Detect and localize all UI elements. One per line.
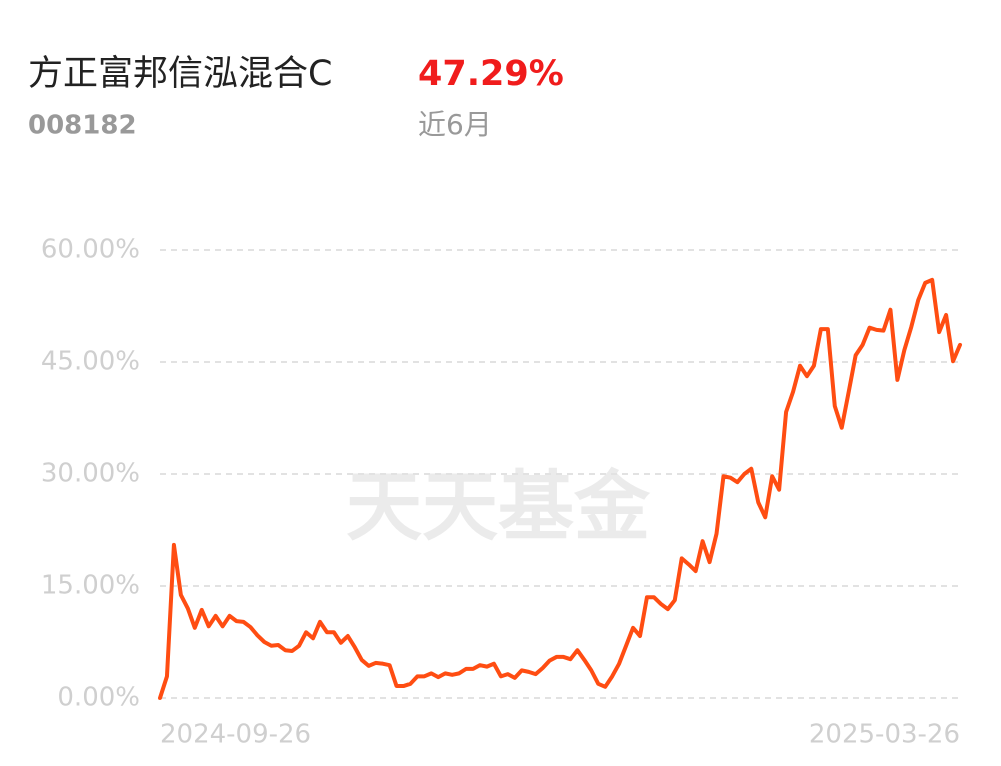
y-tick-label: 45.00% [41,347,140,377]
fund-code: 008182 [28,111,137,141]
x-tick-label: 2025-03-26 [809,720,960,750]
x-tick-label: 2024-09-26 [160,720,311,750]
y-tick-label: 15.00% [41,571,140,601]
y-tick-label: 60.00% [41,235,140,265]
line-series [158,277,962,700]
y-tick-label: 30.00% [41,459,140,489]
return-value: 47.29% [418,54,564,94]
fund-name: 方正富邦信泓混合C [28,54,332,94]
y-tick-label: 0.00% [57,683,140,713]
watermark: 天天基金 [346,462,651,551]
period-label: 近6月 [418,108,492,141]
